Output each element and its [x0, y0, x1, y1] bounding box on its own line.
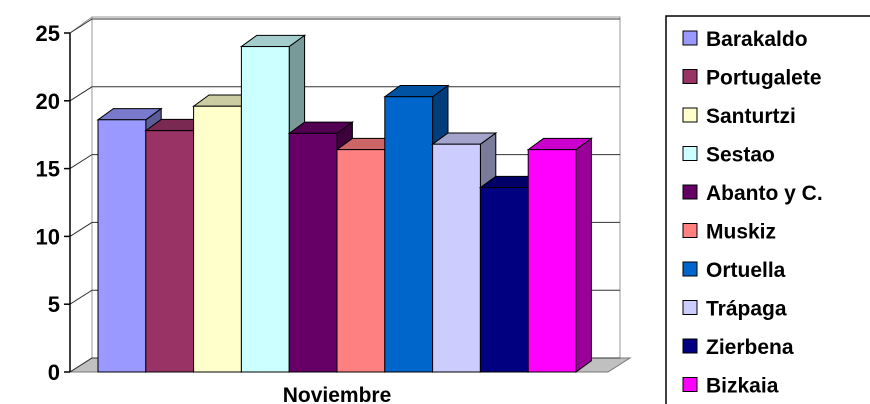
legend-label: Bizkaia [706, 375, 779, 398]
legend-label: Santurtzi [706, 105, 796, 128]
legend-item: Portugalete [682, 67, 822, 90]
legend-item: Barakaldo [682, 28, 808, 51]
bar-bizkaia [526, 137, 593, 373]
bar-front [527, 149, 577, 373]
y-tick-label: 10 [36, 224, 60, 249]
bars [96, 34, 593, 373]
legend-item: Bizkaia [682, 375, 779, 398]
legend-swatch [682, 338, 698, 354]
legend-label: Muskiz [706, 221, 776, 244]
legend-swatch [682, 69, 698, 84]
legend-label: Sestao [706, 144, 775, 167]
bar-front [336, 149, 386, 373]
legend-item: Abanto y C. [682, 182, 823, 205]
legend-item: Sestao [682, 144, 775, 167]
legend-item: Zierbena [682, 336, 794, 359]
bar-front [479, 187, 529, 373]
bar-side [575, 137, 592, 373]
legend-swatch [682, 223, 698, 238]
y-tick-label: 15 [36, 157, 60, 182]
legend-swatch [682, 377, 698, 392]
bar-sestao [239, 34, 307, 373]
legend-swatch [682, 300, 698, 315]
legend-item: Ortuella [682, 259, 786, 282]
y-tick-label: 0 [48, 360, 60, 385]
side-wall [69, 16, 93, 373]
legend-swatch [682, 184, 698, 200]
legend-label: Abanto y C. [706, 182, 823, 205]
legend-swatch [682, 107, 698, 123]
legend-label: Barakaldo [706, 28, 808, 51]
legend: Barakaldo Portugalete Santurtzi Sestao Abant… [665, 15, 870, 404]
legend-label: Portugalete [706, 67, 822, 90]
legend-item: Muskiz [682, 221, 776, 244]
y-axis-ticks: 0 5 10 15 20 25 [36, 21, 71, 385]
y-tick-label: 25 [36, 21, 60, 46]
y-tick-label: 5 [48, 292, 60, 317]
legend-label: Ortuella [706, 259, 786, 282]
bar-front [193, 105, 242, 373]
bar-front [145, 130, 195, 373]
legend-item: Trápaga [682, 298, 787, 321]
bar-front [384, 96, 434, 373]
x-tick-label: Noviembre [283, 384, 392, 404]
bar-front [432, 143, 481, 373]
legend-label: Zierbena [706, 336, 794, 359]
bar-front [288, 132, 338, 373]
legend-label: Trápaga [706, 298, 787, 321]
legend-swatch [682, 30, 698, 46]
bar-front [240, 46, 290, 373]
y-tick-label: 20 [36, 89, 60, 114]
legend-swatch [682, 261, 698, 277]
legend-item: Santurtzi [682, 105, 796, 128]
bar-front [97, 119, 147, 373]
legend-swatch [682, 146, 698, 161]
gridline [69, 18, 620, 34]
legend-box [665, 15, 870, 404]
